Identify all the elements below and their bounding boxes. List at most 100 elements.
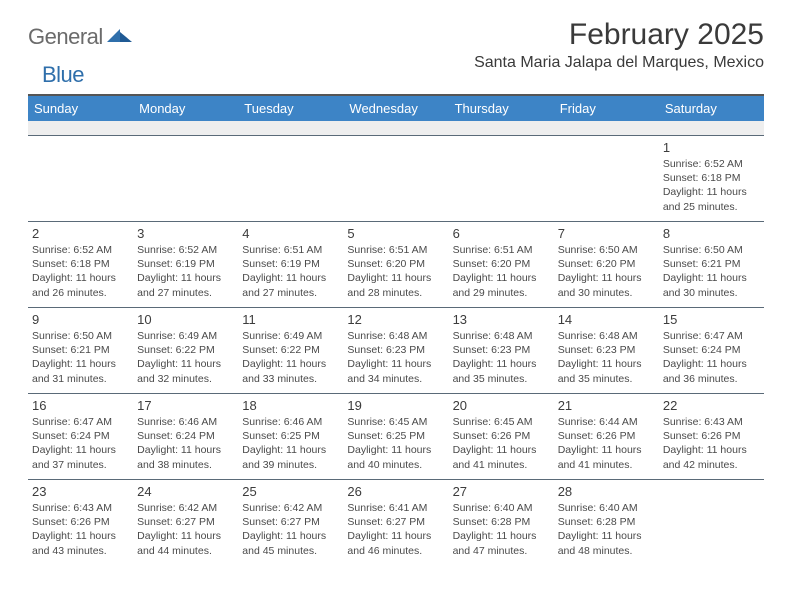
day2-text: and 30 minutes. bbox=[663, 286, 760, 300]
day1-text: Daylight: 11 hours bbox=[137, 357, 234, 371]
sunset-text: Sunset: 6:28 PM bbox=[453, 515, 550, 529]
calendar-cell: 15Sunrise: 6:47 AMSunset: 6:24 PMDayligh… bbox=[659, 307, 764, 393]
calendar-week-row: 23Sunrise: 6:43 AMSunset: 6:26 PMDayligh… bbox=[28, 479, 764, 565]
day2-text: and 27 minutes. bbox=[137, 286, 234, 300]
calendar-cell: 5Sunrise: 6:51 AMSunset: 6:20 PMDaylight… bbox=[343, 221, 448, 307]
sunrise-text: Sunrise: 6:42 AM bbox=[137, 501, 234, 515]
day-number: 24 bbox=[137, 483, 234, 501]
sunrise-text: Sunrise: 6:46 AM bbox=[242, 415, 339, 429]
day-number: 19 bbox=[347, 397, 444, 415]
sunset-text: Sunset: 6:19 PM bbox=[242, 257, 339, 271]
sunrise-text: Sunrise: 6:40 AM bbox=[453, 501, 550, 515]
day1-text: Daylight: 11 hours bbox=[453, 357, 550, 371]
day-number: 17 bbox=[137, 397, 234, 415]
sunset-text: Sunset: 6:22 PM bbox=[137, 343, 234, 357]
day1-text: Daylight: 11 hours bbox=[453, 271, 550, 285]
calendar-cell: 24Sunrise: 6:42 AMSunset: 6:27 PMDayligh… bbox=[133, 479, 238, 565]
day-number: 21 bbox=[558, 397, 655, 415]
sunrise-text: Sunrise: 6:43 AM bbox=[663, 415, 760, 429]
calendar-head: Sunday Monday Tuesday Wednesday Thursday… bbox=[28, 96, 764, 121]
day2-text: and 41 minutes. bbox=[453, 458, 550, 472]
calendar-cell: 18Sunrise: 6:46 AMSunset: 6:25 PMDayligh… bbox=[238, 393, 343, 479]
calendar-week-row: 1Sunrise: 6:52 AMSunset: 6:18 PMDaylight… bbox=[28, 135, 764, 221]
day-number: 13 bbox=[453, 311, 550, 329]
sunrise-text: Sunrise: 6:47 AM bbox=[32, 415, 129, 429]
brand-logo: General bbox=[28, 18, 135, 50]
calendar-cell: 27Sunrise: 6:40 AMSunset: 6:28 PMDayligh… bbox=[449, 479, 554, 565]
sunrise-text: Sunrise: 6:40 AM bbox=[558, 501, 655, 515]
calendar-cell: 7Sunrise: 6:50 AMSunset: 6:20 PMDaylight… bbox=[554, 221, 659, 307]
calendar-cell: 11Sunrise: 6:49 AMSunset: 6:22 PMDayligh… bbox=[238, 307, 343, 393]
calendar-cell bbox=[238, 135, 343, 221]
sunset-text: Sunset: 6:27 PM bbox=[347, 515, 444, 529]
day-number: 9 bbox=[32, 311, 129, 329]
month-title: February 2025 bbox=[474, 18, 764, 52]
calendar-table: Sunday Monday Tuesday Wednesday Thursday… bbox=[28, 96, 764, 565]
weekday-header: Saturday bbox=[659, 96, 764, 121]
day2-text: and 45 minutes. bbox=[242, 544, 339, 558]
day2-text: and 43 minutes. bbox=[32, 544, 129, 558]
sunrise-text: Sunrise: 6:49 AM bbox=[242, 329, 339, 343]
day1-text: Daylight: 11 hours bbox=[663, 357, 760, 371]
calendar-cell: 12Sunrise: 6:48 AMSunset: 6:23 PMDayligh… bbox=[343, 307, 448, 393]
sunrise-text: Sunrise: 6:52 AM bbox=[663, 157, 760, 171]
calendar-cell: 20Sunrise: 6:45 AMSunset: 6:26 PMDayligh… bbox=[449, 393, 554, 479]
sunset-text: Sunset: 6:19 PM bbox=[137, 257, 234, 271]
day2-text: and 28 minutes. bbox=[347, 286, 444, 300]
sunrise-text: Sunrise: 6:46 AM bbox=[137, 415, 234, 429]
calendar-cell: 8Sunrise: 6:50 AMSunset: 6:21 PMDaylight… bbox=[659, 221, 764, 307]
sunrise-text: Sunrise: 6:50 AM bbox=[663, 243, 760, 257]
day-number: 3 bbox=[137, 225, 234, 243]
day2-text: and 30 minutes. bbox=[558, 286, 655, 300]
sunset-text: Sunset: 6:21 PM bbox=[32, 343, 129, 357]
sunrise-text: Sunrise: 6:48 AM bbox=[453, 329, 550, 343]
calendar-cell: 22Sunrise: 6:43 AMSunset: 6:26 PMDayligh… bbox=[659, 393, 764, 479]
day-number: 11 bbox=[242, 311, 339, 329]
sunset-text: Sunset: 6:26 PM bbox=[32, 515, 129, 529]
sunset-text: Sunset: 6:20 PM bbox=[558, 257, 655, 271]
sunset-text: Sunset: 6:27 PM bbox=[137, 515, 234, 529]
day1-text: Daylight: 11 hours bbox=[242, 357, 339, 371]
sunset-text: Sunset: 6:20 PM bbox=[453, 257, 550, 271]
day2-text: and 48 minutes. bbox=[558, 544, 655, 558]
day1-text: Daylight: 11 hours bbox=[32, 357, 129, 371]
day-number: 1 bbox=[663, 139, 760, 157]
calendar-week-row: 2Sunrise: 6:52 AMSunset: 6:18 PMDaylight… bbox=[28, 221, 764, 307]
sunset-text: Sunset: 6:24 PM bbox=[32, 429, 129, 443]
sunrise-text: Sunrise: 6:42 AM bbox=[242, 501, 339, 515]
day1-text: Daylight: 11 hours bbox=[453, 529, 550, 543]
day-number: 15 bbox=[663, 311, 760, 329]
day1-text: Daylight: 11 hours bbox=[242, 529, 339, 543]
sunrise-text: Sunrise: 6:43 AM bbox=[32, 501, 129, 515]
calendar-body: 1Sunrise: 6:52 AMSunset: 6:18 PMDaylight… bbox=[28, 121, 764, 565]
day2-text: and 26 minutes. bbox=[32, 286, 129, 300]
sunrise-text: Sunrise: 6:51 AM bbox=[347, 243, 444, 257]
brand-mark-icon bbox=[107, 25, 133, 48]
calendar-cell: 2Sunrise: 6:52 AMSunset: 6:18 PMDaylight… bbox=[28, 221, 133, 307]
weekday-header: Friday bbox=[554, 96, 659, 121]
calendar-cell bbox=[554, 135, 659, 221]
calendar-cell: 23Sunrise: 6:43 AMSunset: 6:26 PMDayligh… bbox=[28, 479, 133, 565]
sunset-text: Sunset: 6:26 PM bbox=[453, 429, 550, 443]
location-subtitle: Santa Maria Jalapa del Marques, Mexico bbox=[474, 54, 764, 72]
day-number: 6 bbox=[453, 225, 550, 243]
day-number: 26 bbox=[347, 483, 444, 501]
day1-text: Daylight: 11 hours bbox=[242, 271, 339, 285]
day-number: 5 bbox=[347, 225, 444, 243]
sunset-text: Sunset: 6:25 PM bbox=[242, 429, 339, 443]
day2-text: and 25 minutes. bbox=[663, 200, 760, 214]
day-number: 28 bbox=[558, 483, 655, 501]
calendar-cell: 26Sunrise: 6:41 AMSunset: 6:27 PMDayligh… bbox=[343, 479, 448, 565]
sunrise-text: Sunrise: 6:44 AM bbox=[558, 415, 655, 429]
sunrise-text: Sunrise: 6:49 AM bbox=[137, 329, 234, 343]
day-number: 22 bbox=[663, 397, 760, 415]
calendar-cell: 16Sunrise: 6:47 AMSunset: 6:24 PMDayligh… bbox=[28, 393, 133, 479]
calendar-cell: 17Sunrise: 6:46 AMSunset: 6:24 PMDayligh… bbox=[133, 393, 238, 479]
calendar-cell: 10Sunrise: 6:49 AMSunset: 6:22 PMDayligh… bbox=[133, 307, 238, 393]
day1-text: Daylight: 11 hours bbox=[558, 271, 655, 285]
sunset-text: Sunset: 6:26 PM bbox=[558, 429, 655, 443]
calendar-cell: 3Sunrise: 6:52 AMSunset: 6:19 PMDaylight… bbox=[133, 221, 238, 307]
day1-text: Daylight: 11 hours bbox=[347, 271, 444, 285]
sunrise-text: Sunrise: 6:52 AM bbox=[137, 243, 234, 257]
day-number: 8 bbox=[663, 225, 760, 243]
